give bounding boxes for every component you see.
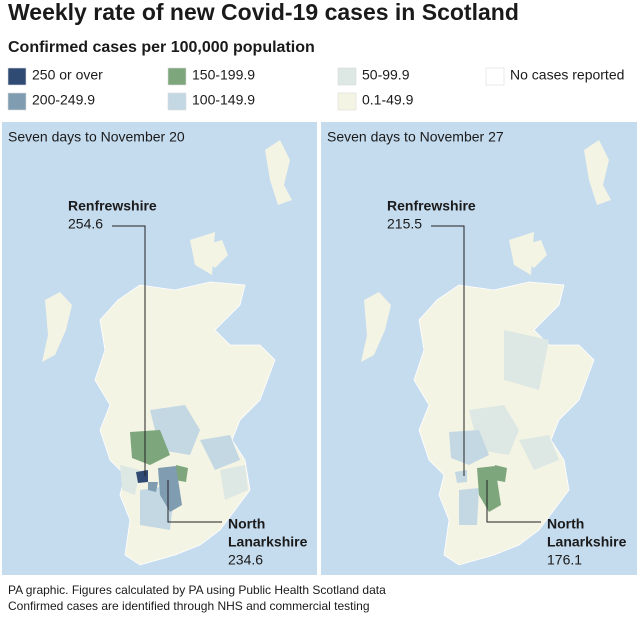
title: Weekly rate of new Covid-19 cases in Sco… <box>8 0 519 25</box>
legend-swatch <box>7 67 27 86</box>
legend-swatch <box>7 92 27 111</box>
callout-name: Lanarkshire <box>228 534 308 550</box>
panel-title: Seven days to November 27 <box>327 129 504 145</box>
callout-line <box>431 225 465 476</box>
legend-label: 0.1-49.9 <box>362 92 414 108</box>
callout-value: 176.1 <box>547 552 582 568</box>
legend-label: 250 or over <box>32 67 103 83</box>
legend-label: 100-149.9 <box>192 92 255 108</box>
labels: Seven days to November 20 Renfrewshire 254… <box>8 129 627 613</box>
callout-value: 254.6 <box>68 216 103 232</box>
callout-line <box>167 480 222 523</box>
callout-name: Renfrewshire <box>387 198 476 214</box>
legend-swatch <box>167 67 187 86</box>
panel-left <box>2 122 317 575</box>
callout-value: 234.6 <box>228 552 263 568</box>
legend: 250 or over 200-249.9 150-199.9 100-149.9 50… <box>7 67 624 111</box>
callout-line <box>112 225 146 476</box>
footnote: Confirmed cases are identified through N… <box>8 599 370 613</box>
legend-swatch <box>485 67 505 86</box>
subtitle: Confirmed cases per 100,000 population <box>8 39 315 56</box>
callout-name: Renfrewshire <box>68 198 157 214</box>
callout-name: North <box>228 516 265 532</box>
legend-label: 200-249.9 <box>32 92 95 108</box>
legend-swatch <box>167 92 187 111</box>
panel-right <box>321 122 637 575</box>
footnote: PA graphic. Figures calculated by PA usi… <box>8 583 386 597</box>
legend-label: No cases reported <box>510 67 624 83</box>
panel-title: Seven days to November 20 <box>8 129 185 145</box>
legend-swatch <box>337 92 357 111</box>
callout-value: 215.5 <box>387 216 422 232</box>
legend-label: 50-99.9 <box>362 67 410 83</box>
legend-swatch <box>337 67 357 86</box>
callout-line <box>486 480 541 523</box>
callout-name: North <box>547 516 584 532</box>
legend-label: 150-199.9 <box>192 67 255 83</box>
callout-name: Lanarkshire <box>547 534 627 550</box>
